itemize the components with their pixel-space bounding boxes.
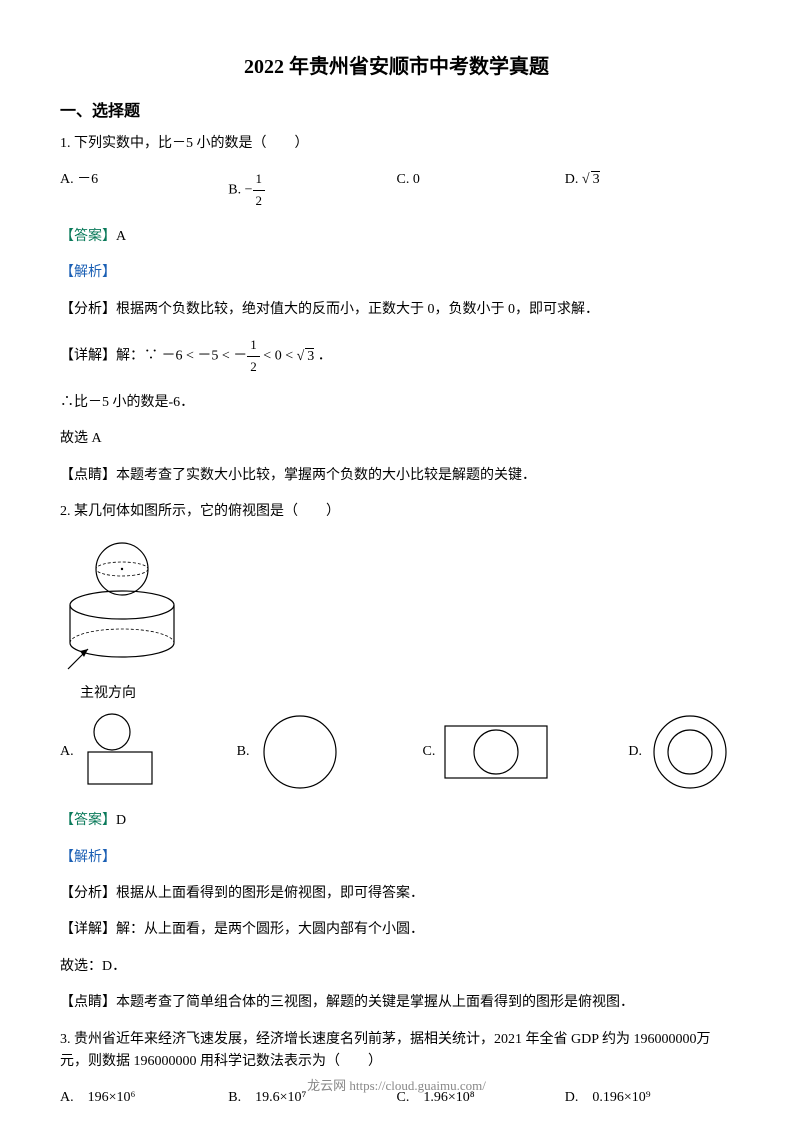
q2-option-d: D. bbox=[628, 712, 733, 792]
q1-option-c: C. 0 bbox=[397, 169, 565, 212]
q1-text: 1. 下列实数中，比－5 小的数是（ ） bbox=[60, 133, 733, 155]
solid-figure-icon bbox=[60, 537, 200, 677]
q2-guxuan: 故选：D． bbox=[60, 956, 733, 978]
q1-guxuan: 故选 A bbox=[60, 428, 733, 450]
q1-option-a: A. －6 bbox=[60, 169, 228, 212]
q2-option-b: B. bbox=[237, 712, 346, 792]
q2-options: A. B. C. D. bbox=[60, 712, 733, 792]
q1-dianjing: 【点睛】本题考查了实数大小比较，掌握两个负数的大小比较是解题的关键． bbox=[60, 465, 733, 487]
q2-figure: 主视方向 bbox=[60, 537, 733, 702]
q2-answer: 【答案】D bbox=[60, 810, 733, 832]
q2-option-a: A. bbox=[60, 712, 160, 792]
q1-analysis-label: 【解析】 bbox=[60, 262, 733, 284]
q2-text: 2. 某几何体如图所示，它的俯视图是（ ） bbox=[60, 501, 733, 523]
q1-answer: 【答案】A bbox=[60, 226, 733, 248]
q3-text: 3. 贵州省近年来经济飞速发展，经济增长速度名列前茅，据相关统计，2021 年全… bbox=[60, 1029, 733, 1074]
option-a-icon bbox=[80, 712, 160, 792]
q2-fenxi: 【分析】根据从上面看得到的图形是俯视图，即可得答案． bbox=[60, 883, 733, 905]
q2-dianjing: 【点睛】本题考查了简单组合体的三视图，解题的关键是掌握从上面看得到的图形是俯视图… bbox=[60, 992, 733, 1014]
q1-fenxi: 【分析】根据两个负数比较，绝对值大的反而小，正数大于 0，负数小于 0，即可求解… bbox=[60, 299, 733, 321]
answer-label: 【答案】 bbox=[60, 229, 116, 244]
q2-analysis-label: 【解析】 bbox=[60, 847, 733, 869]
option-b-icon bbox=[255, 712, 345, 792]
page-title: 2022 年贵州省安顺市中考数学真题 bbox=[60, 50, 733, 79]
section-header: 一、选择题 bbox=[60, 97, 733, 121]
q1-detail: 【详解】解：∵ －6 < －5 < －12 < 0 < √3 ． bbox=[60, 335, 733, 378]
q1-option-b: B. −12 bbox=[228, 169, 396, 212]
q1-option-d: D. √3 bbox=[565, 169, 733, 212]
option-d-icon bbox=[648, 712, 733, 792]
footer: 龙云网 https://cloud.guaimu.com/ bbox=[0, 1075, 793, 1094]
q2-detail: 【详解】解：从上面看，是两个圆形，大圆内部有个小圆． bbox=[60, 919, 733, 941]
q2-option-c: C. bbox=[423, 722, 552, 782]
option-c-icon bbox=[441, 722, 551, 782]
view-direction-label: 主视方向 bbox=[80, 682, 733, 702]
q1-conclusion: ∴比－5 小的数是-6． bbox=[60, 392, 733, 414]
q1-options: A. －6 B. −12 C. 0 D. √3 bbox=[60, 169, 733, 212]
